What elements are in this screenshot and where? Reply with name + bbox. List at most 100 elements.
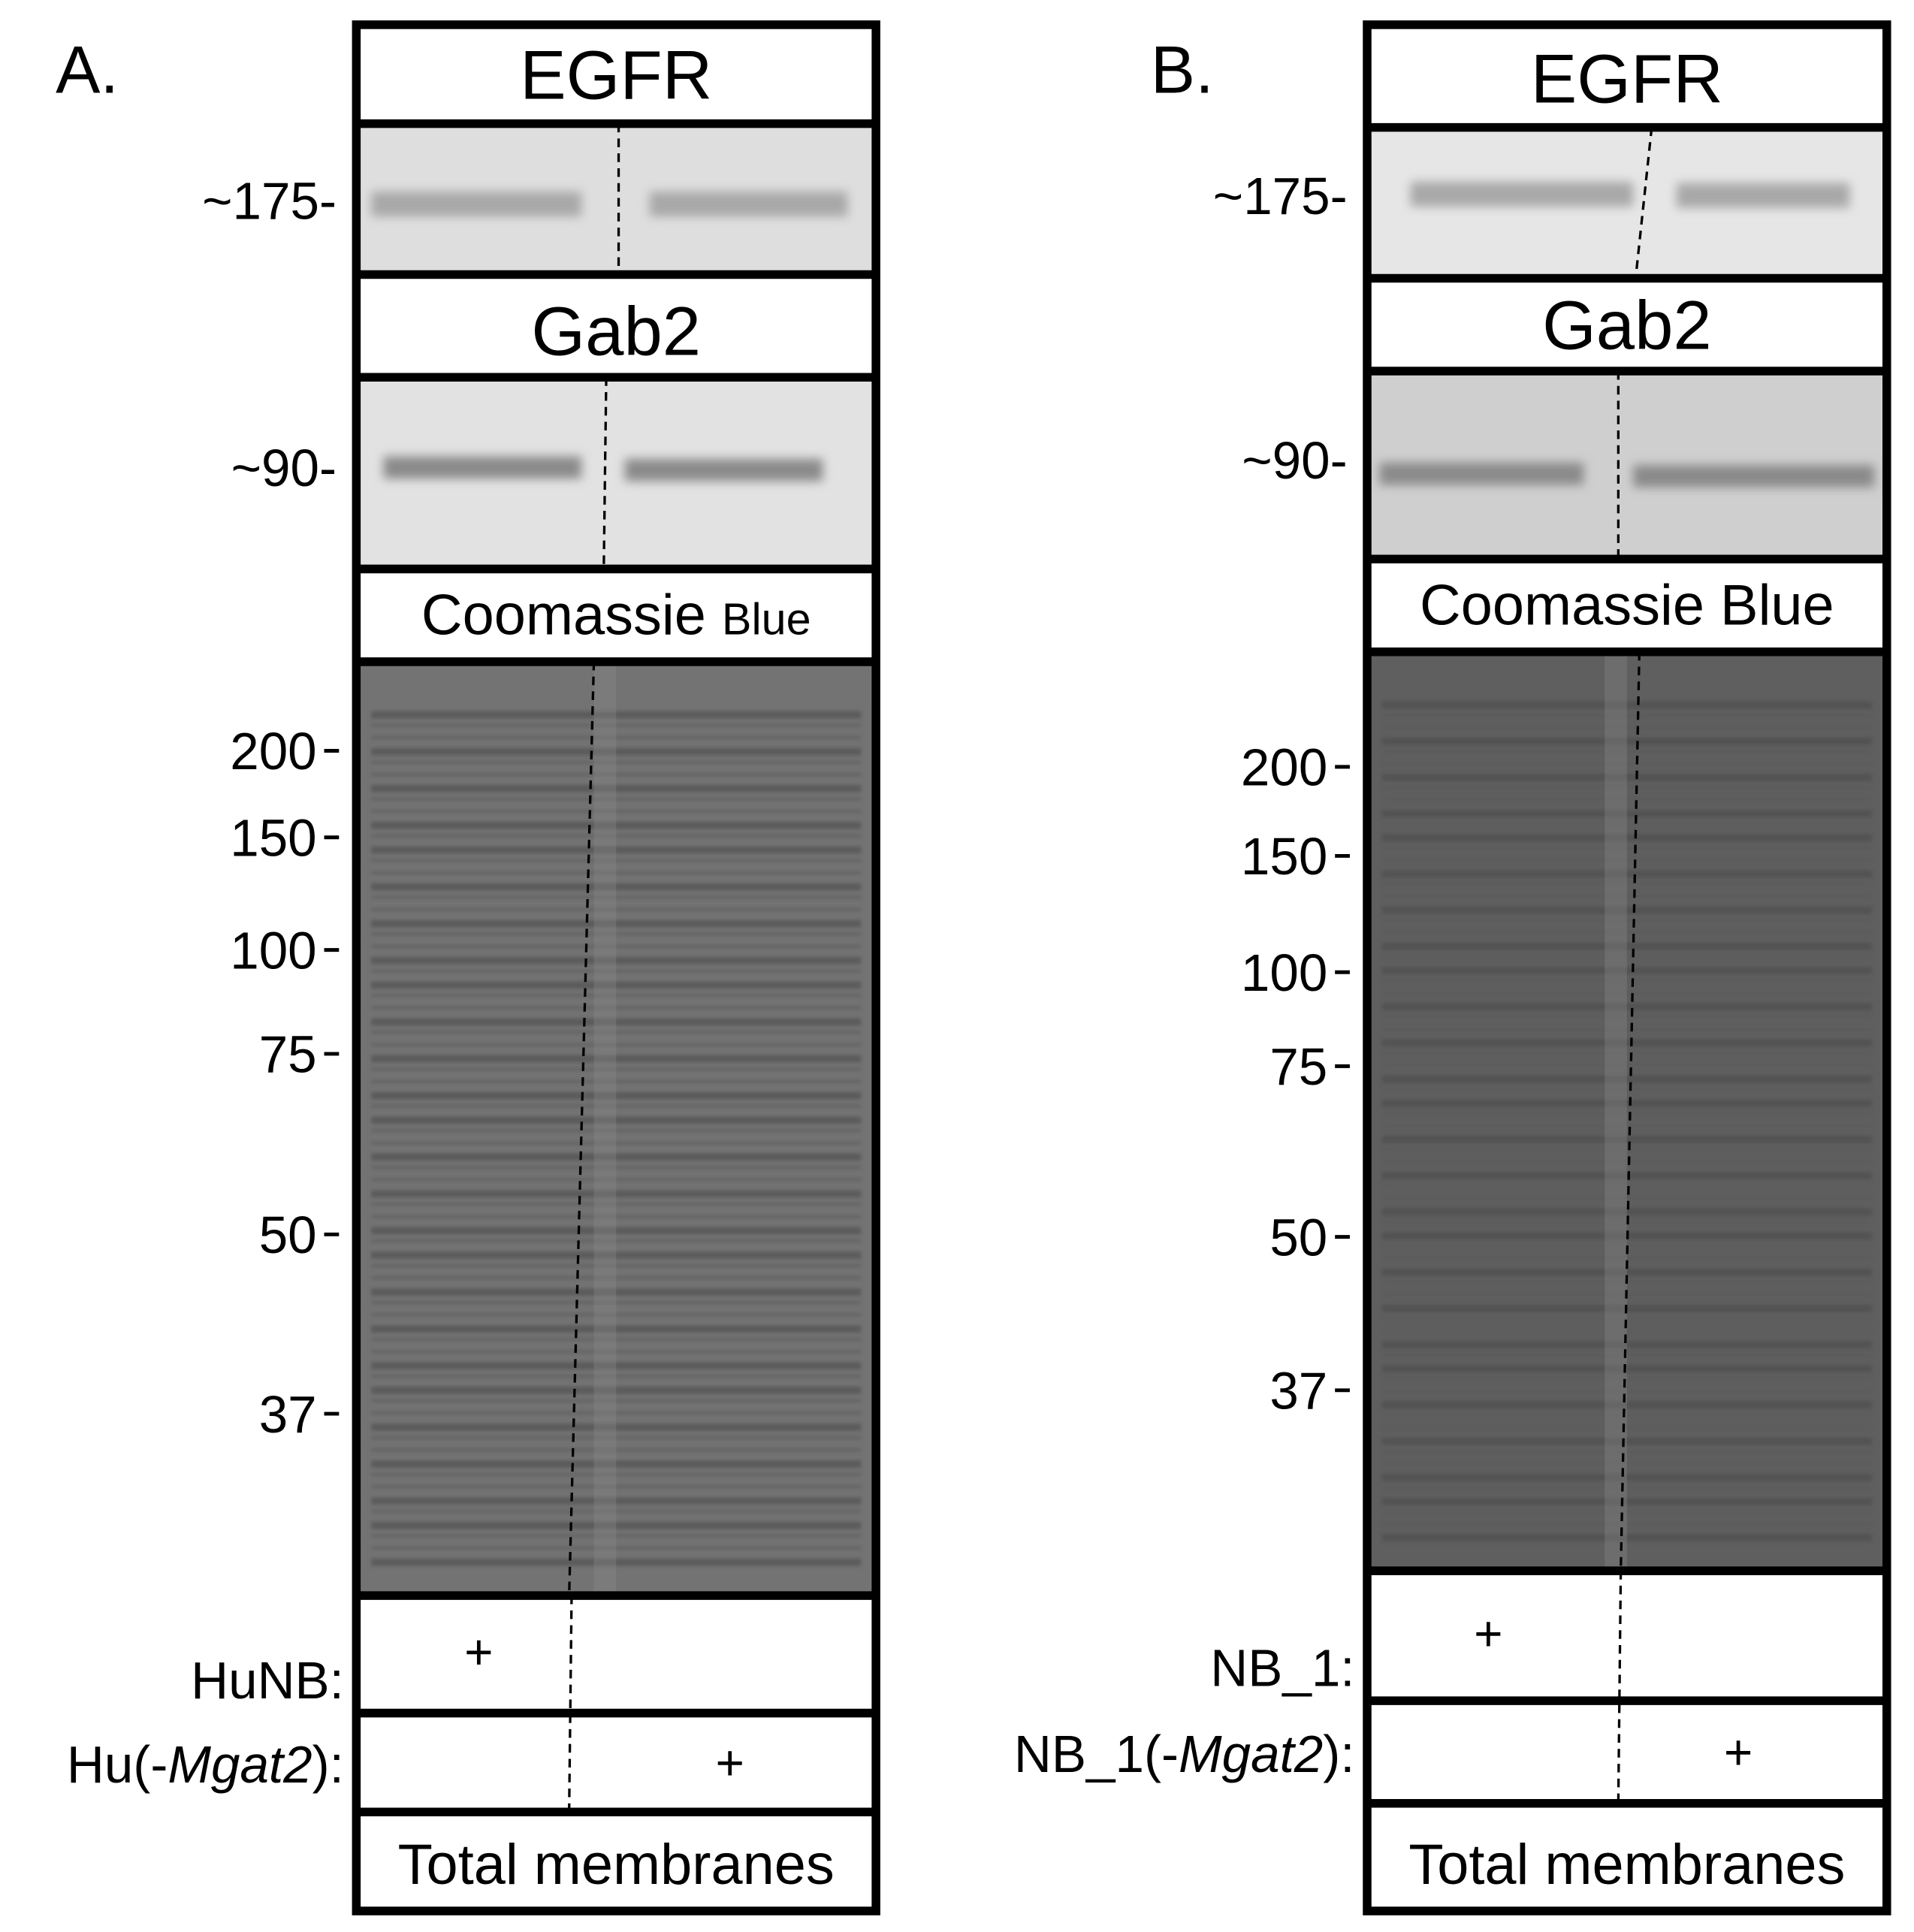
gel-band	[371, 760, 862, 765]
gel-band	[371, 1349, 862, 1354]
gel-band	[371, 1128, 862, 1133]
gel-band	[1381, 1196, 1872, 1200]
blot-title: EGFR	[1531, 41, 1723, 118]
gel-band	[371, 1509, 862, 1514]
mw-marker: 37	[259, 1385, 317, 1444]
gel-band	[371, 1251, 862, 1260]
gel-band	[1381, 725, 1872, 729]
gel-band	[371, 1091, 862, 1100]
row-label-part: ):	[1323, 1725, 1354, 1783]
band	[1379, 462, 1584, 485]
band	[371, 192, 582, 217]
gel-band	[1381, 979, 1872, 983]
gel-band	[371, 1534, 862, 1538]
gel-band	[371, 932, 862, 937]
mw-marker: 100	[230, 921, 316, 980]
row-sign: +	[716, 1734, 744, 1790]
row-label-part: NB_1(-	[1014, 1725, 1179, 1783]
gel-band	[1381, 1534, 1872, 1542]
gel-band	[371, 1043, 862, 1047]
lane-divider	[602, 377, 608, 569]
gel-band	[1381, 1027, 1872, 1031]
gel-band	[371, 846, 862, 854]
mw-marker: ~175-	[202, 171, 337, 230]
gel-band	[371, 1190, 862, 1198]
gel-band	[371, 747, 862, 756]
mw-marker: 100	[1241, 943, 1327, 1002]
gel-band	[371, 1411, 862, 1415]
gel-band	[1381, 1099, 1872, 1107]
mw-marker: 150	[1241, 827, 1327, 886]
gel-band	[371, 1079, 862, 1084]
gel-band	[371, 1521, 862, 1529]
gel-band	[1381, 713, 1872, 717]
gel-band	[1381, 1063, 1872, 1067]
gel-band	[1381, 749, 1872, 753]
lane-divider	[568, 661, 596, 1596]
gel-band	[1381, 930, 1872, 934]
footer: Total membranes	[1408, 1833, 1845, 1897]
gel-band	[371, 981, 862, 989]
gel-band	[1381, 1160, 1872, 1164]
mw-marker: 150	[230, 808, 316, 867]
row-label: NB_1(-Mgat2):	[1014, 1725, 1355, 1783]
gel-band	[371, 1546, 862, 1550]
gel-band	[1381, 918, 1872, 922]
gel-band	[371, 723, 862, 728]
stain-word: Blue	[1720, 574, 1834, 638]
gel-band	[371, 1153, 862, 1161]
gel-band	[1381, 1389, 1872, 1393]
gel-band	[371, 1300, 862, 1305]
gel-band	[1381, 991, 1872, 995]
blot-title: Gab2	[1542, 286, 1712, 364]
gel-band	[1381, 1039, 1872, 1047]
row-label-part: HuNB:	[191, 1651, 344, 1710]
blot-title: Gab2	[531, 293, 701, 370]
gel-band	[1381, 1136, 1872, 1143]
gel-band	[1381, 1051, 1872, 1055]
row-label-part: NB_1:	[1210, 1638, 1354, 1697]
mw-marker: ~175-	[1213, 167, 1348, 225]
gel-band	[1381, 858, 1872, 862]
gel-band	[1381, 967, 1872, 974]
band	[649, 192, 848, 217]
gel-band	[371, 1103, 862, 1108]
lane-divider	[1620, 651, 1641, 1571]
mw-marker: ~90-	[1242, 431, 1347, 490]
gel-band	[371, 1067, 862, 1071]
mw-marker: 37	[1269, 1361, 1327, 1420]
gel-band	[1381, 1341, 1872, 1349]
stain-title: Coomassie Blue	[421, 584, 811, 648]
band	[624, 458, 823, 481]
gel-band	[1381, 1497, 1872, 1505]
gel-band	[371, 1288, 862, 1297]
gel-band	[371, 821, 862, 829]
gel-band	[1381, 846, 1872, 850]
gel-band	[371, 1215, 862, 1219]
panel: B. EGFR Gab2 Coomassie Blue ~175- ~90- 200 150 1…	[1014, 20, 1891, 1915]
gel-band	[371, 834, 862, 838]
gel-band	[371, 1435, 862, 1440]
gel-band	[1381, 1087, 1872, 1091]
panel-label: B.	[1151, 33, 1214, 107]
gel-band	[371, 1386, 862, 1394]
lane-divider	[1617, 1571, 1623, 1804]
gel	[356, 661, 877, 1596]
gel-band	[1381, 1401, 1872, 1409]
gel-band	[1381, 1365, 1872, 1373]
gel-band	[371, 956, 862, 964]
gel-band	[1381, 1449, 1872, 1454]
gel-band	[371, 1312, 862, 1317]
gel-band	[1381, 1510, 1872, 1514]
gel-band	[1381, 1208, 1872, 1216]
gel-band	[371, 993, 862, 998]
gel-band	[371, 1362, 862, 1370]
gel-band	[371, 1423, 862, 1431]
stain-word: Coomassie	[421, 584, 706, 648]
gel-band	[371, 1116, 862, 1124]
gel-band	[371, 1399, 862, 1403]
row-label-part: Mgat2	[1179, 1725, 1323, 1783]
gel-band	[1381, 1268, 1872, 1276]
gel-band	[371, 1140, 862, 1145]
